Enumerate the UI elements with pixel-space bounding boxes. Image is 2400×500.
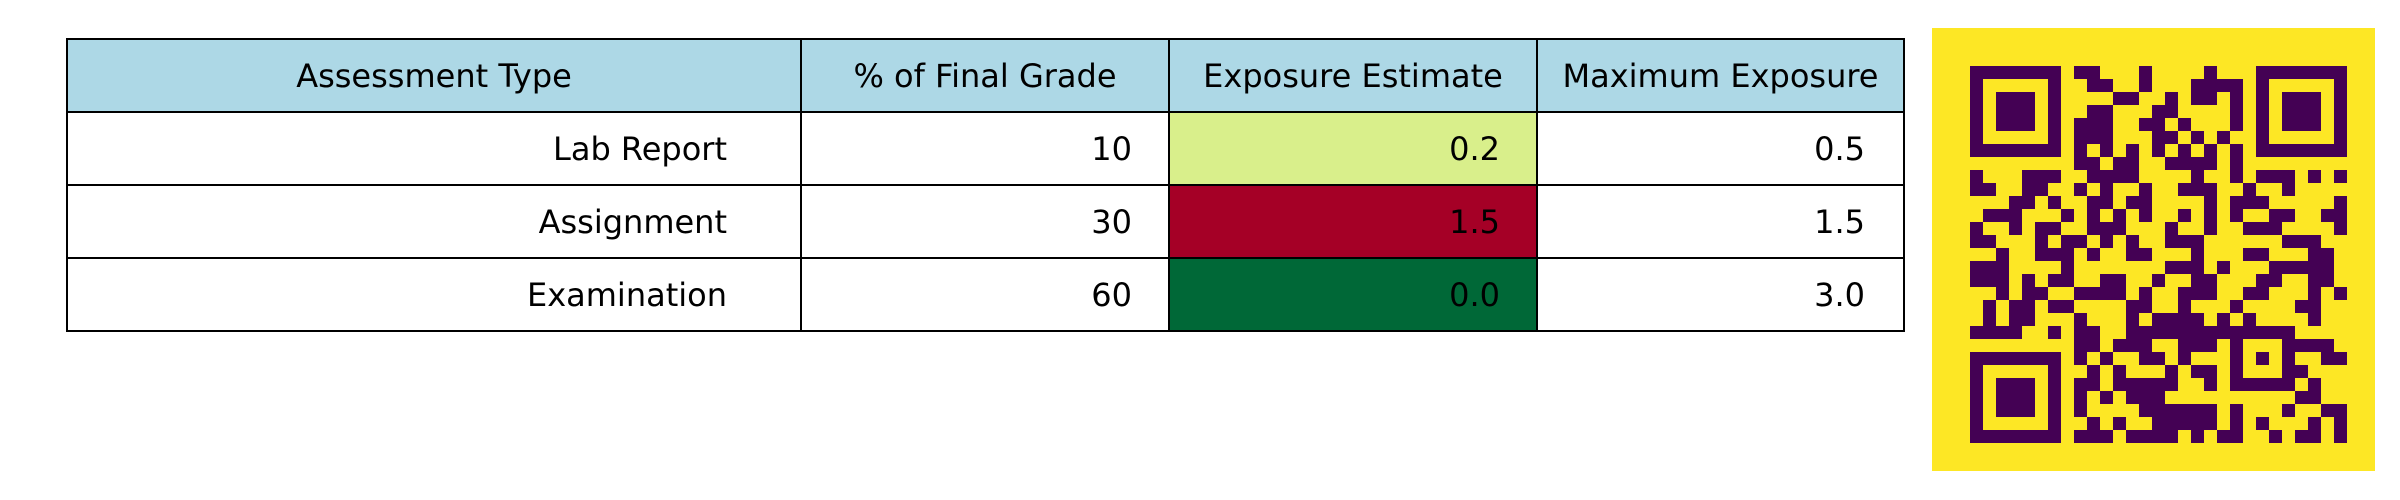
cell-assessment-type: Examination — [66, 257, 802, 332]
cell-percent-final-grade: 60 — [800, 257, 1170, 332]
assessment-table: Assessment Type % of Final Grade Exposur… — [66, 38, 1905, 332]
cell-percent-final-grade: 30 — [800, 184, 1170, 259]
table-row: Assignment 30 1.5 1.5 — [66, 184, 1905, 259]
column-header-assessment-type: Assessment Type — [66, 38, 802, 113]
column-header-exposure-estimate: Exposure Estimate — [1168, 38, 1538, 113]
cell-maximum-exposure: 0.5 — [1536, 111, 1905, 186]
cell-exposure-estimate: 0.2 — [1168, 111, 1538, 186]
cell-percent-final-grade: 10 — [800, 111, 1170, 186]
table-header-row: Assessment Type % of Final Grade Exposur… — [66, 38, 1905, 113]
cell-exposure-estimate: 0.0 — [1168, 257, 1538, 332]
table-row: Lab Report 10 0.2 0.5 — [66, 111, 1905, 186]
cell-assessment-type: Lab Report — [66, 111, 802, 186]
column-header-percent-final-grade: % of Final Grade — [800, 38, 1170, 113]
cell-maximum-exposure: 3.0 — [1536, 257, 1905, 332]
assessment-table-container: Assessment Type % of Final Grade Exposur… — [66, 38, 1905, 332]
qr-code-graphic — [1932, 28, 2375, 471]
column-header-maximum-exposure: Maximum Exposure — [1536, 38, 1905, 113]
cell-assessment-type: Assignment — [66, 184, 802, 259]
cell-exposure-estimate: 1.5 — [1168, 184, 1538, 259]
table-row: Examination 60 0.0 3.0 — [66, 257, 1905, 332]
qr-code-icon — [1932, 28, 2375, 471]
cell-maximum-exposure: 1.5 — [1536, 184, 1905, 259]
